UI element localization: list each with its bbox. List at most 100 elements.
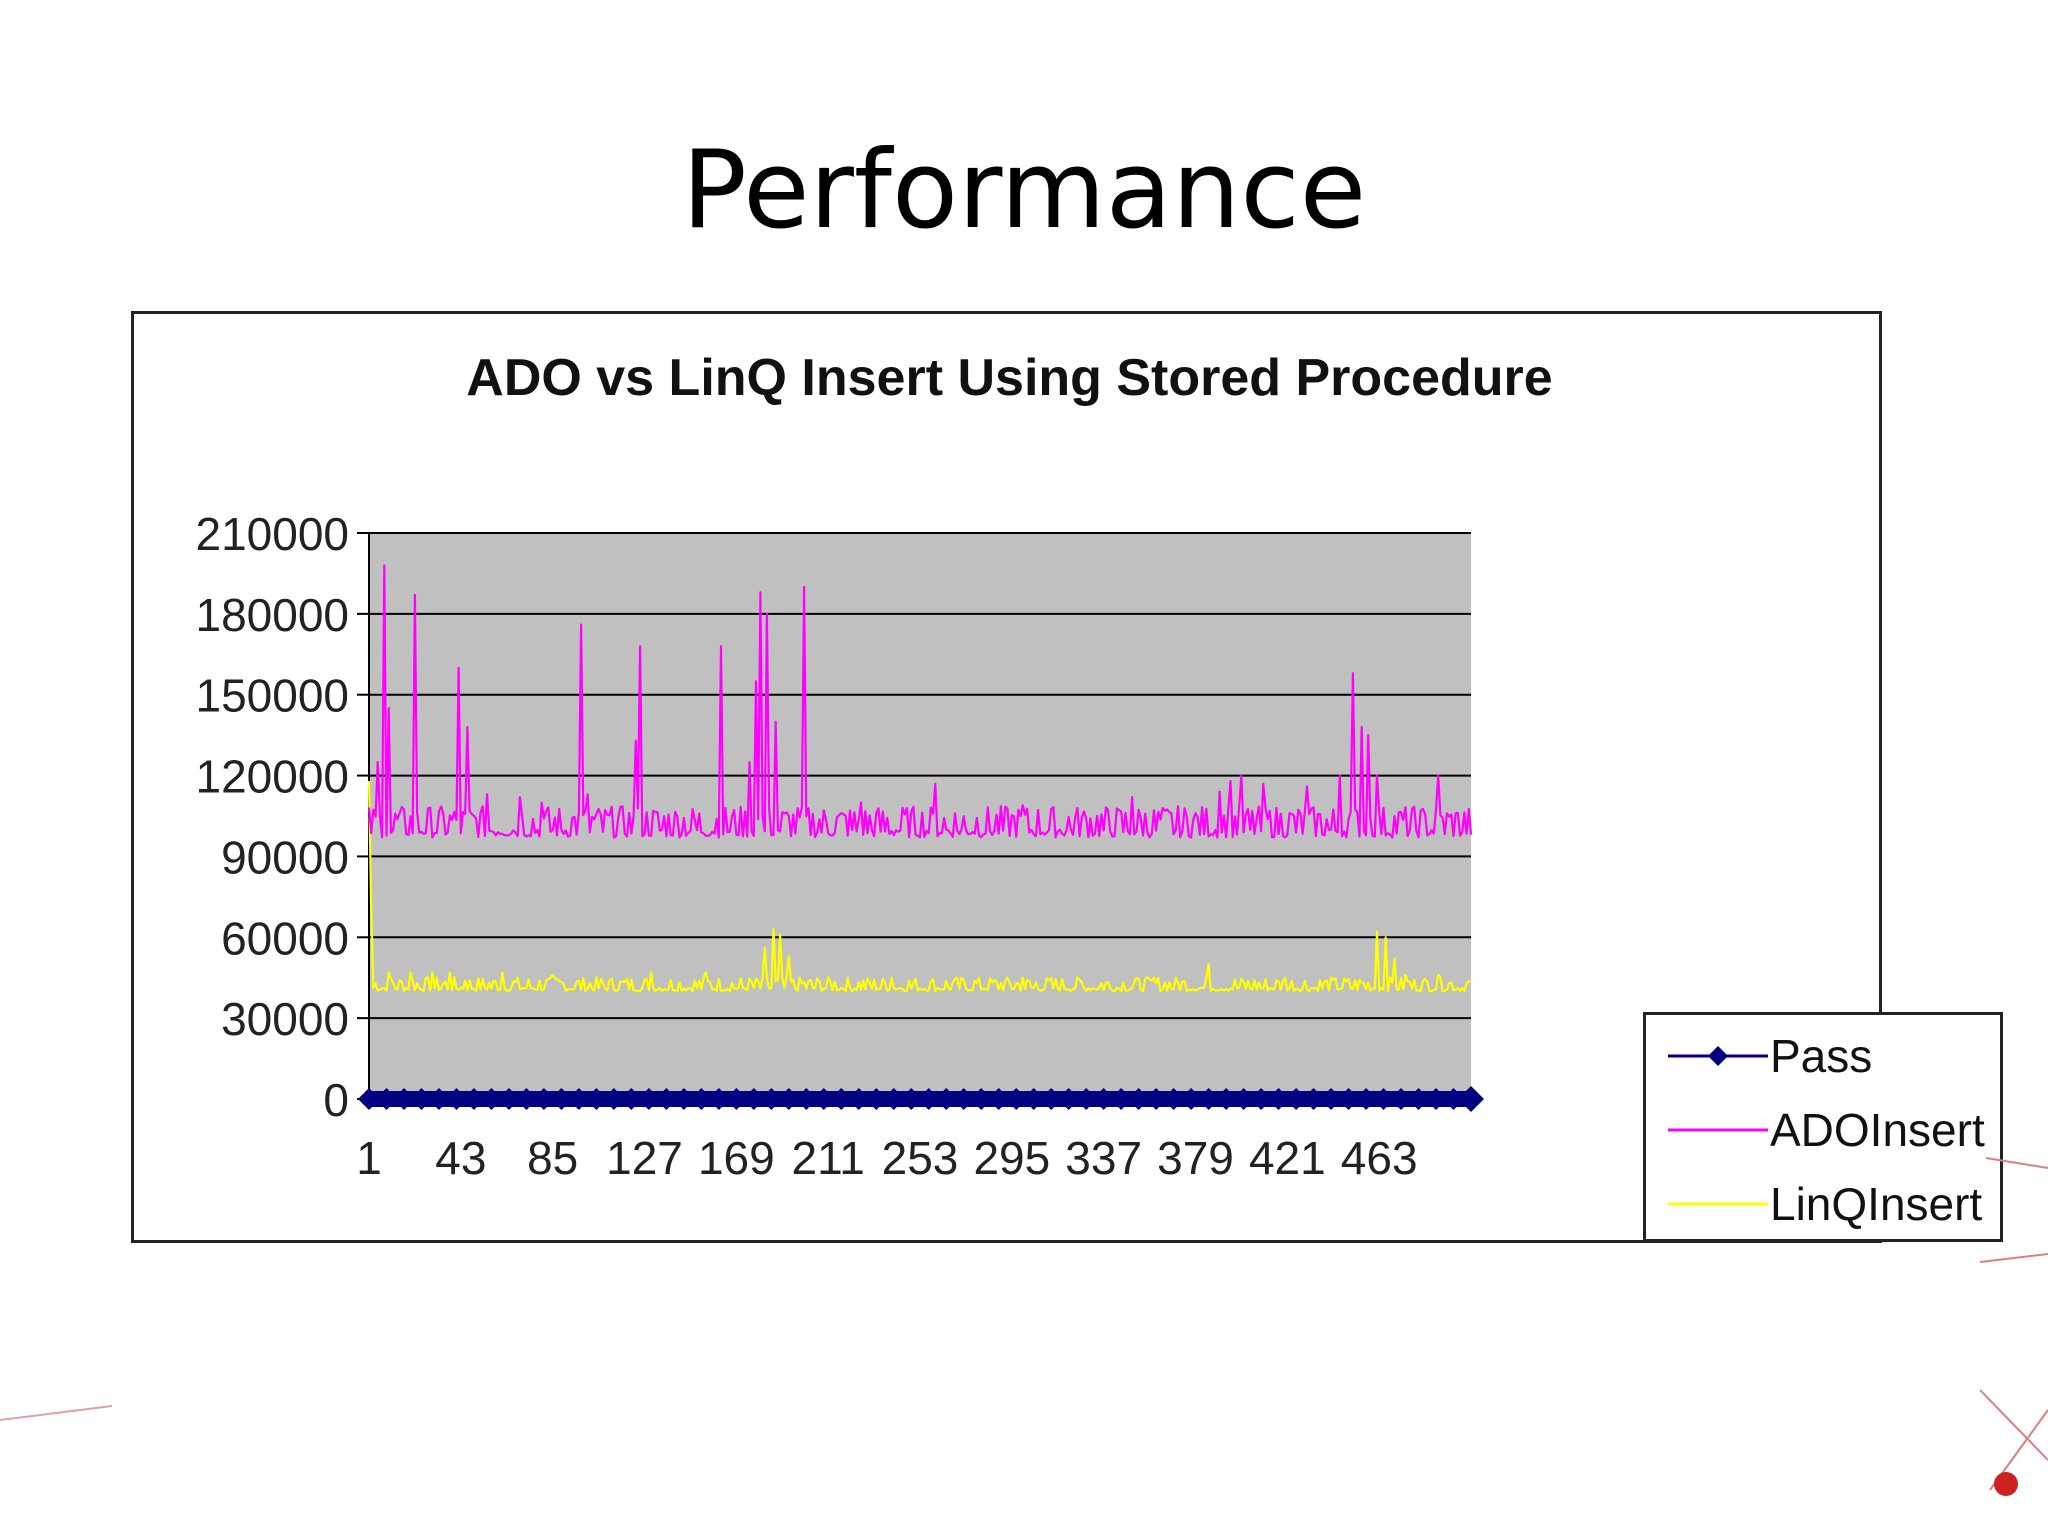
x-tick-label: 85 [527, 1132, 578, 1184]
series-pass-marker [1320, 1088, 1343, 1110]
series-pass-marker [515, 1088, 538, 1110]
x-tick-label: 295 [973, 1132, 1050, 1184]
series-pass-marker [620, 1088, 643, 1110]
series-pass-marker [550, 1088, 573, 1110]
y-tick-label: 30000 [221, 993, 349, 1045]
decorative-lines-right [1980, 1157, 2048, 1496]
series-pass-marker [445, 1088, 468, 1110]
legend-item-linqinsert: LinQInsert [1668, 1174, 1982, 1234]
series-pass-marker [987, 1088, 1010, 1110]
chart-plot: 210000 180000 150000 120000 90000 60000 30000 0… [196, 508, 1484, 1184]
series-pass-marker [1442, 1088, 1465, 1110]
series-pass-marker [1057, 1088, 1080, 1110]
series-pass-marker [655, 1088, 678, 1110]
y-tick-label: 180000 [196, 589, 350, 641]
series-pass-marker [375, 1088, 398, 1110]
series-pass-marker [1458, 1086, 1484, 1112]
series-pass-marker [1285, 1088, 1308, 1110]
legend-swatch-pass [1668, 1046, 1768, 1066]
series-pass-marker [900, 1088, 923, 1110]
series-pass-marker [1005, 1088, 1028, 1110]
legend-label-adoinsert: ADOInsert [1770, 1104, 1985, 1156]
series-pass-marker [970, 1088, 993, 1110]
x-tick-label: 1 [356, 1132, 382, 1184]
y-tick-label: 210000 [196, 508, 350, 560]
series-pass-marker [882, 1088, 905, 1110]
x-tick-label: 43 [435, 1132, 486, 1184]
series-pass-marker [1145, 1088, 1168, 1110]
series-pass-marker [1425, 1088, 1448, 1110]
series-pass-marker [812, 1088, 835, 1110]
y-tick-label: 0 [323, 1074, 349, 1126]
decorative-dot [1994, 1472, 2018, 1496]
x-tick-label: 463 [1341, 1132, 1418, 1184]
x-tick-label: 169 [698, 1132, 775, 1184]
y-tick-label: 90000 [221, 831, 349, 883]
series-pass-marker [1215, 1088, 1238, 1110]
series-pass-marker [497, 1088, 520, 1110]
legend-item-adoinsert: ADOInsert [1668, 1100, 1985, 1160]
legend-label-linqinsert: LinQInsert [1770, 1178, 1983, 1230]
series-pass-marker [602, 1088, 625, 1110]
x-tick-label: 379 [1157, 1132, 1234, 1184]
series-pass-marker [1232, 1088, 1255, 1110]
series-pass-marker [672, 1088, 695, 1110]
series-pass-marker [1355, 1088, 1378, 1110]
series-pass-marker [690, 1088, 713, 1110]
series-pass-marker [1180, 1088, 1203, 1110]
legend-swatch-linqinsert [1668, 1202, 1768, 1206]
series-pass-marker [830, 1088, 853, 1110]
legend-label-pass: Pass [1770, 1030, 1873, 1082]
series-linqinsert-line [367, 780, 1472, 993]
series-pass-marker [637, 1088, 660, 1110]
legend-item-pass: Pass [1668, 1026, 1872, 1086]
series-pass-marker [1197, 1088, 1220, 1110]
series-pass-marker [1407, 1088, 1430, 1110]
series-pass-marker [1390, 1088, 1413, 1110]
series-pass-marker [392, 1088, 415, 1110]
series-pass-marker [1075, 1088, 1098, 1110]
decorative-lines-left [0, 1405, 113, 1421]
series-pass-marker [1022, 1088, 1045, 1110]
series-pass-marker [1337, 1088, 1360, 1110]
series-pass-marker [585, 1088, 608, 1110]
y-tick-label: 120000 [196, 751, 350, 803]
series-adoinsert-line [367, 564, 1473, 839]
series-pass-marker [410, 1088, 433, 1110]
series-pass-marker [917, 1088, 940, 1110]
series-pass-marker [1162, 1088, 1185, 1110]
chart-legend: Pass ADOInsert LinQInsert [1643, 1012, 2003, 1242]
legend-swatch-adoinsert [1668, 1128, 1768, 1132]
plot-area [369, 533, 1471, 1099]
series-pass-marker [707, 1088, 730, 1110]
series-pass-marker [1302, 1088, 1325, 1110]
series-pass-marker [935, 1088, 958, 1110]
series-pass-marker [742, 1088, 765, 1110]
series-pass-marker [760, 1088, 783, 1110]
x-tick-label: 127 [606, 1132, 683, 1184]
y-tick-label: 60000 [221, 912, 349, 964]
series-pass-marker [795, 1088, 818, 1110]
chart-frame: ADO vs LinQ Insert Using Stored Procedur… [131, 311, 2003, 1243]
series-pass-marker [952, 1088, 975, 1110]
slide-title: Performance [681, 128, 1367, 253]
series-pass-marker [1127, 1088, 1150, 1110]
chart-title: ADO vs LinQ Insert Using Stored Procedur… [466, 349, 1553, 407]
series-pass-marker [480, 1088, 503, 1110]
series-pass-marker [1372, 1088, 1395, 1110]
series-pass-marker [1250, 1088, 1273, 1110]
series-pass-marker [865, 1088, 888, 1110]
series-pass-marker [1092, 1088, 1115, 1110]
series-pass-marker [532, 1088, 555, 1110]
x-tick-label: 337 [1065, 1132, 1142, 1184]
x-tick-label: 253 [882, 1132, 959, 1184]
series-pass-marker [847, 1088, 870, 1110]
series-pass-marker [358, 1088, 380, 1110]
series-pass-marker [462, 1088, 485, 1110]
x-tick-label: 211 [791, 1132, 864, 1184]
series-pass-marker [427, 1088, 450, 1110]
series-pass-marker [725, 1088, 748, 1110]
series-pass-marker [777, 1088, 800, 1110]
series-pass-marker [567, 1088, 590, 1110]
series-pass-marker [1110, 1088, 1133, 1110]
